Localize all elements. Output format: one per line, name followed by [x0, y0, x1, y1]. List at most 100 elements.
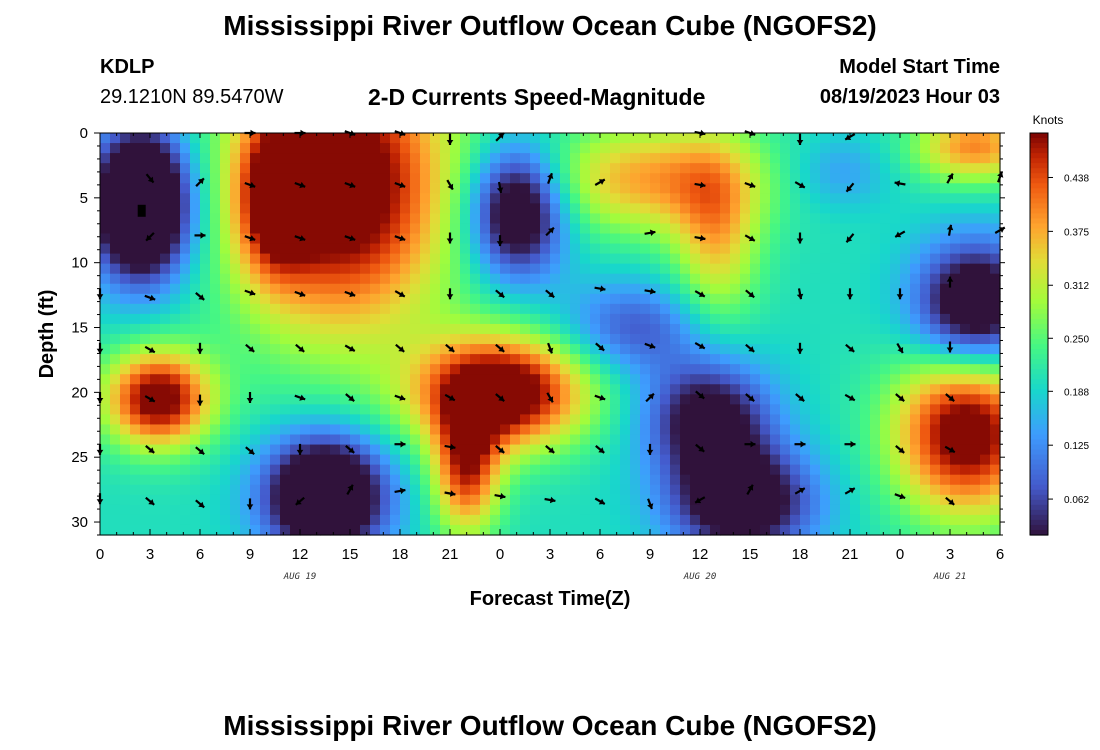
heatmap-cell	[250, 313, 261, 325]
heatmap-cell	[710, 233, 721, 245]
heatmap-cell	[120, 444, 131, 456]
heatmap-cell	[740, 303, 751, 315]
heatmap-cell	[260, 213, 271, 225]
heatmap-cell	[930, 283, 941, 295]
heatmap-cell	[510, 213, 521, 225]
heatmap-cell	[290, 434, 301, 446]
heatmap-cell	[850, 173, 861, 184]
vector-head	[699, 234, 706, 242]
heatmap-cell	[570, 374, 581, 385]
heatmap-cell	[510, 454, 521, 466]
heatmap-cell	[320, 323, 331, 335]
heatmap-cell	[970, 153, 981, 164]
y-tick-label: 0	[80, 125, 88, 142]
heatmap-cell	[490, 203, 501, 214]
heatmap-cell	[640, 444, 651, 456]
heatmap-cell	[620, 374, 631, 385]
heatmap-cell	[860, 414, 871, 426]
heatmap-cell	[670, 163, 681, 174]
heatmap-cell	[220, 213, 231, 225]
heatmap-cell	[230, 454, 241, 466]
colorbar-cell	[1030, 439, 1048, 446]
heatmap-cell	[250, 203, 261, 214]
heatmap-cell	[380, 153, 391, 164]
heatmap-cell	[700, 323, 711, 335]
heatmap-cell	[720, 474, 731, 486]
heatmap-cell	[440, 173, 451, 184]
heatmap-cell	[880, 354, 891, 365]
heatmap-cell	[280, 233, 291, 245]
heatmap-cell	[140, 183, 151, 194]
heatmap-cell	[170, 484, 181, 496]
heatmap-cell	[890, 444, 901, 456]
date-label: AUG 21	[933, 572, 967, 582]
heatmap-cell	[600, 313, 611, 325]
heatmap-cell	[820, 283, 831, 295]
heatmap-cell	[500, 424, 511, 436]
heatmap-cell	[870, 404, 881, 415]
heatmap-cell	[360, 283, 371, 295]
heatmap-cell	[990, 153, 1001, 164]
heatmap-cell	[700, 313, 711, 325]
heatmap-cell	[690, 494, 701, 506]
heatmap-cell	[970, 394, 981, 405]
heatmap-cell	[270, 183, 281, 194]
heatmap-cell	[700, 354, 711, 365]
heatmap-cell	[490, 253, 501, 265]
heatmap-cell	[880, 474, 891, 486]
heatmap-cell	[190, 364, 201, 375]
heatmap-cell	[760, 334, 771, 345]
heatmap-cell	[390, 444, 401, 456]
heatmap-cell	[670, 474, 681, 486]
heatmap-cell	[280, 464, 291, 476]
colorbar-cell	[1030, 133, 1048, 139]
heatmap-cell	[950, 394, 961, 405]
vector-head	[399, 235, 406, 242]
heatmap-cell	[550, 243, 561, 255]
heatmap-cell	[420, 394, 431, 405]
vector-head	[198, 178, 204, 185]
heatmap-cell	[110, 334, 121, 345]
current-vector	[694, 496, 706, 504]
heatmap-cell	[480, 494, 491, 506]
heatmap-cell	[790, 344, 801, 355]
heatmap-cell	[720, 484, 731, 496]
heatmap-cell	[810, 173, 821, 184]
heatmap-cell	[820, 414, 831, 426]
heatmap-cell	[510, 354, 521, 365]
heatmap-cell	[240, 364, 251, 375]
heatmap-cell	[700, 273, 711, 285]
heatmap-cell	[520, 253, 531, 265]
heatmap-cell	[100, 223, 111, 235]
heatmap-cell	[310, 183, 321, 194]
heatmap-cell	[340, 354, 351, 365]
heatmap-cell	[260, 273, 271, 285]
heatmap-cell	[710, 454, 721, 466]
heatmap-cell	[820, 504, 831, 516]
y-axis-label: Depth (ft)	[36, 290, 58, 379]
heatmap-cell	[250, 474, 261, 486]
heatmap-cell	[410, 263, 421, 275]
vector-head	[648, 393, 654, 400]
heatmap-cell	[290, 263, 301, 275]
heatmap-cell	[400, 514, 411, 526]
heatmap-cell	[350, 474, 361, 486]
heatmap-cell	[290, 243, 301, 255]
heatmap-cell	[220, 454, 231, 466]
heatmap-cell	[770, 283, 781, 295]
heatmap-cell	[810, 474, 821, 486]
vector-head	[547, 347, 554, 354]
heatmap-cell	[430, 193, 441, 204]
colorbar-cell	[1030, 354, 1048, 360]
heatmap-cell	[640, 213, 651, 225]
heatmap-cell	[600, 193, 611, 204]
heatmap-cell	[980, 313, 991, 325]
heatmap-cell	[450, 524, 461, 536]
heatmap-cell	[110, 153, 121, 164]
heatmap-cell	[200, 263, 211, 275]
heatmap-cell	[310, 173, 321, 184]
heatmap-cell	[930, 354, 941, 365]
heatmap-cell	[520, 183, 531, 194]
heatmap-cell	[480, 263, 491, 275]
heatmap-cell	[510, 434, 521, 446]
